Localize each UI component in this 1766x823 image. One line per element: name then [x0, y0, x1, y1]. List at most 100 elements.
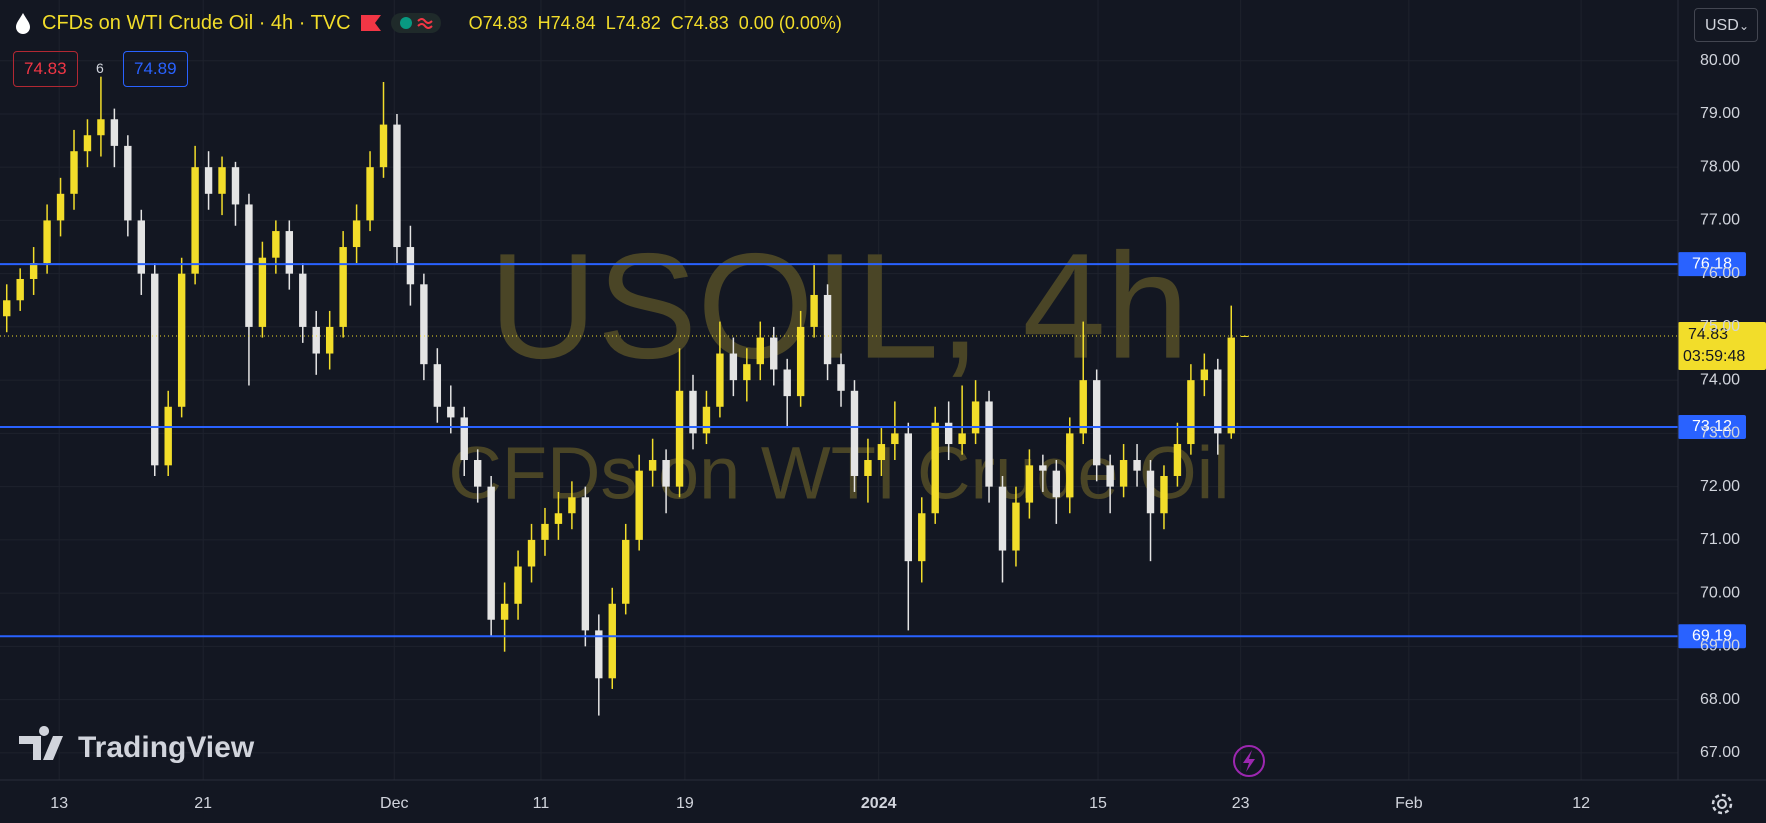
- candle-body: [1173, 444, 1182, 476]
- watermark: USOIL, 4h: [489, 222, 1189, 390]
- brand-logo: TradingView: [19, 726, 255, 764]
- close-label: C: [670, 12, 684, 33]
- y-tick-label: 79.00: [1700, 105, 1740, 122]
- ohlc-legend: O74.83 H74.84 L74.82 C74.83 0.00 (0.00%): [469, 13, 842, 34]
- status-pill[interactable]: [390, 13, 441, 33]
- y-tick-label: 68.00: [1700, 691, 1740, 708]
- candle-body: [1187, 380, 1195, 445]
- header: CFDs on WTI Crude Oil · 4h · TVC O74.83 …: [14, 8, 842, 38]
- settings-button[interactable]: [1711, 793, 1733, 815]
- candle-body: [393, 124, 401, 248]
- candle-body: [716, 353, 724, 407]
- y-tick-label: 76.00: [1700, 265, 1740, 282]
- x-tick-label: 21: [194, 795, 212, 812]
- candle-body: [500, 603, 509, 620]
- candle-body: [29, 263, 38, 279]
- candle-body: [1214, 369, 1222, 434]
- candle-body: [850, 390, 859, 476]
- candle-body: [245, 204, 253, 327]
- level-label: 69.19: [1692, 627, 1732, 644]
- ohlc-high: H74.84: [538, 13, 596, 34]
- buy-button[interactable]: 74.89: [123, 51, 188, 87]
- candle-body: [581, 497, 590, 631]
- candle-body: [487, 486, 495, 620]
- dropdown-caret[interactable]: ⌄: [1738, 19, 1749, 33]
- candle-body: [958, 433, 966, 445]
- low-label: L: [605, 12, 616, 33]
- countdown: 03:59:48: [1683, 348, 1745, 365]
- x-tick-label: 19: [676, 795, 694, 812]
- candle-body: [1200, 369, 1209, 381]
- candle-body: [756, 337, 764, 365]
- lightning-button[interactable]: [1233, 745, 1265, 777]
- symbol-title[interactable]: CFDs on WTI Crude Oil · 4h · TVC: [42, 11, 351, 34]
- candle-body: [433, 364, 442, 407]
- candle-body: [608, 603, 616, 679]
- candle-body: [177, 273, 186, 407]
- candle-body: [837, 364, 845, 391]
- x-tick-label: 11: [533, 795, 550, 812]
- y-tick-label: 75.00: [1700, 318, 1740, 335]
- candle-body: [554, 513, 563, 524]
- candle-body: [1146, 470, 1155, 514]
- candle-body: [823, 294, 832, 365]
- overlay: 76.18 73.12 69.19 74.83 03:59:48: [0, 252, 1766, 649]
- candle-body: [689, 390, 697, 434]
- lightning-icon[interactable]: [1243, 750, 1255, 772]
- candle-body: [743, 364, 751, 381]
- candle-body: [312, 326, 320, 354]
- currency[interactable]: USD: [1705, 17, 1739, 34]
- level-label-bg: [1678, 252, 1746, 277]
- open-label: O: [468, 12, 483, 33]
- candle-body: [447, 406, 455, 418]
- candle-body: [151, 273, 159, 466]
- candle-body: [1160, 475, 1168, 514]
- sell-button[interactable]: 74.83: [13, 51, 78, 87]
- y-tick-label: 69.00: [1700, 638, 1740, 655]
- x-tick-label: Dec: [380, 795, 408, 812]
- candle-body: [527, 539, 536, 567]
- candle-body: [595, 630, 603, 679]
- gear-outer[interactable]: [1711, 793, 1733, 815]
- candle-body: [918, 513, 926, 562]
- candle-body: [635, 470, 643, 540]
- candle-body: [191, 167, 199, 274]
- candle-body: [985, 401, 993, 487]
- candle-body: [648, 460, 657, 471]
- currency-select[interactable]: USD ⌄: [1694, 8, 1758, 42]
- candle-body: [1106, 465, 1114, 487]
- gear-inner[interactable]: [1717, 799, 1727, 809]
- ohlc-close: C74.83: [671, 13, 729, 34]
- candle-body: [702, 406, 711, 434]
- candle-body: [1227, 337, 1235, 434]
- y-tick-label: 80.00: [1700, 52, 1740, 69]
- candle-body: [3, 300, 11, 317]
- x-tick-label: Feb: [1395, 795, 1423, 812]
- candle-body: [110, 119, 119, 146]
- candle-body: [164, 406, 172, 466]
- candle-body: [204, 167, 213, 194]
- candle-body: [339, 247, 347, 327]
- level-label-bg: [1678, 624, 1746, 649]
- candle-body: [43, 220, 51, 264]
- candle-body: [83, 135, 92, 152]
- candle-body: [796, 326, 805, 397]
- candle-body: [285, 231, 294, 274]
- y-tick-label: 67.00: [1700, 744, 1740, 761]
- candle-body: [272, 231, 280, 258]
- candle-body: [729, 353, 738, 381]
- candle-body: [258, 257, 267, 327]
- candle-body: [622, 539, 630, 604]
- candle-body: [420, 284, 428, 365]
- candle-body: [864, 460, 872, 476]
- lightning-circle[interactable]: [1233, 745, 1265, 777]
- high-value: 74.84: [550, 12, 596, 33]
- candle-body: [1079, 380, 1087, 434]
- candle-body: [810, 294, 818, 327]
- candle-body: [1025, 465, 1034, 503]
- candle-body: [1133, 460, 1141, 471]
- level-label: 73.12: [1692, 418, 1732, 435]
- flag-icon: [360, 15, 381, 31]
